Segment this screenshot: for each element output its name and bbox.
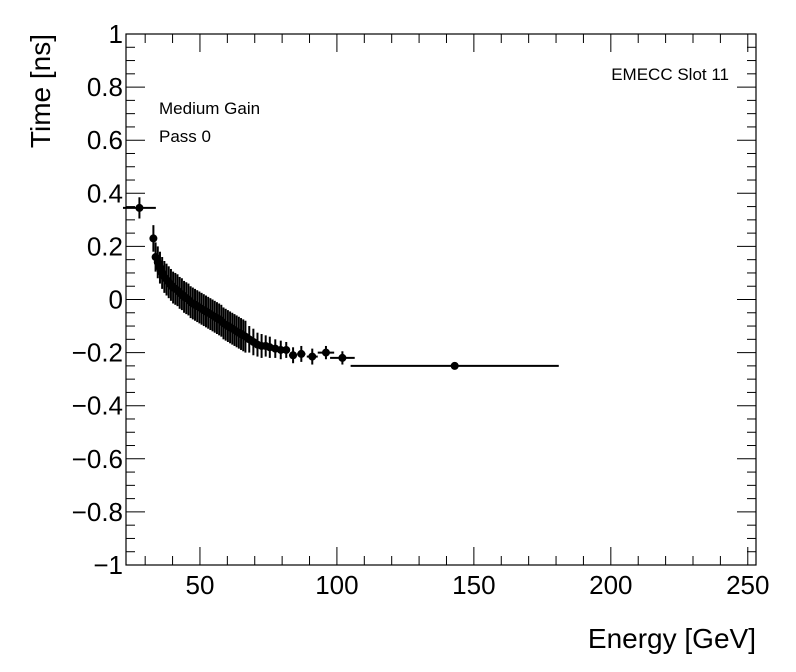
y-tick-label: 0.2 xyxy=(87,231,123,261)
marker xyxy=(338,353,347,362)
y-tick-label: 0.8 xyxy=(87,72,123,102)
data-point xyxy=(317,345,335,360)
data-point xyxy=(350,361,559,370)
y-tick-label: −0.6 xyxy=(72,444,123,474)
y-tick-label: −0.2 xyxy=(72,338,123,368)
marker xyxy=(308,352,317,361)
y-tick-labels: −1 −0.8 −0.6 −0.4 −0.2 0 0.2 0.4 0.6 0.8 1 xyxy=(72,19,123,580)
x-tick-label: 200 xyxy=(589,570,632,600)
data-point xyxy=(288,347,298,364)
gain-annotation: Medium Gain xyxy=(159,99,260,118)
y-tick-label: 1 xyxy=(109,19,123,49)
y-tick-label: 0 xyxy=(109,285,123,315)
marker xyxy=(321,348,330,357)
axis-ticks xyxy=(126,33,756,566)
y-tick-label: −1 xyxy=(93,550,123,580)
data-points xyxy=(122,197,559,370)
marker xyxy=(450,361,459,370)
slot-annotation: EMECC Slot 11 xyxy=(611,65,729,84)
x-tick-label: 150 xyxy=(452,570,495,600)
x-tick-label: 50 xyxy=(185,570,214,600)
marker xyxy=(289,351,298,360)
data-point xyxy=(122,197,156,219)
data-point xyxy=(149,225,158,252)
marker xyxy=(135,203,144,212)
y-axis-title: Time [ns] xyxy=(25,34,56,148)
data-point xyxy=(306,348,318,365)
x-tick-labels: 50 100 150 200 250 xyxy=(185,570,769,600)
marker xyxy=(149,234,158,243)
x-tick-label: 250 xyxy=(726,570,769,600)
marker xyxy=(282,345,291,354)
marker xyxy=(276,345,285,354)
x-tick-label: 100 xyxy=(315,570,358,600)
y-tick-label: −0.8 xyxy=(72,497,123,527)
x-axis-title: Energy [GeV] xyxy=(588,623,756,654)
pass-annotation: Pass 0 xyxy=(159,127,211,146)
data-point xyxy=(330,351,355,365)
y-tick-label: 0.6 xyxy=(87,125,123,155)
data-point xyxy=(297,345,306,362)
plot-frame xyxy=(125,33,757,566)
data-point xyxy=(282,341,291,358)
y-tick-label: 0.4 xyxy=(87,178,123,208)
marker xyxy=(297,349,306,358)
y-tick-label: −0.4 xyxy=(72,391,123,421)
